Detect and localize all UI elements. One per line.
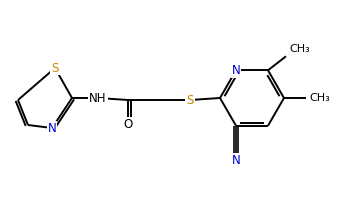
Text: CH₃: CH₃ [289,44,310,54]
Text: NH: NH [89,92,107,104]
Text: N: N [232,64,240,77]
Text: O: O [123,118,133,130]
Text: CH₃: CH₃ [309,93,330,103]
Text: S: S [186,94,194,106]
Text: S: S [51,62,59,74]
Text: N: N [48,121,56,135]
Text: N: N [232,154,240,167]
